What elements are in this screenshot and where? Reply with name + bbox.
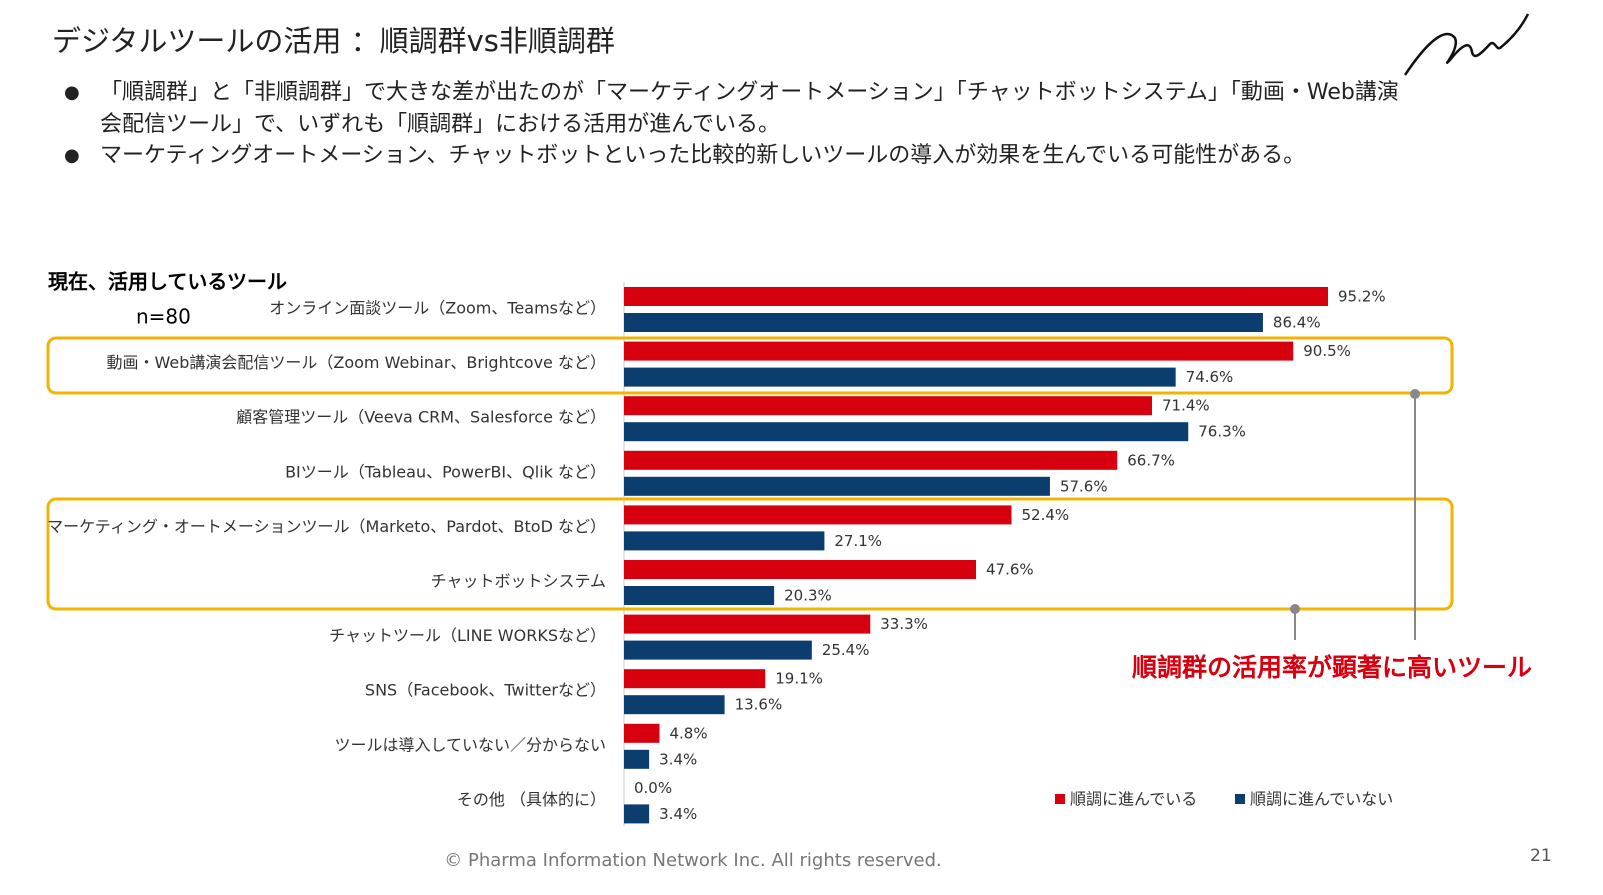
- value-label: 47.6%: [986, 561, 1034, 579]
- value-label: 0.0%: [634, 779, 672, 797]
- category-label: その他 （具体的に）: [457, 790, 606, 809]
- value-label: 13.6%: [735, 696, 783, 714]
- category-label: チャットツール（LINE WORKSなど）: [329, 626, 606, 645]
- value-label: 90.5%: [1303, 342, 1351, 360]
- page-number: 21: [1530, 846, 1552, 866]
- value-label: 25.4%: [822, 641, 870, 659]
- bullet-text: 「順調群」と「非順調群」で大きな差が出たのが「マーケティングオートメーション」「…: [100, 80, 1399, 137]
- connector-dot: [1290, 604, 1300, 614]
- copyright: © Pharma Information Network Inc. All ri…: [444, 850, 942, 871]
- bar: [624, 476, 1050, 496]
- bar: [624, 695, 725, 715]
- bar: [624, 505, 1012, 525]
- legend-label: 順調に進んでいる: [1070, 790, 1197, 809]
- value-label: 74.6%: [1186, 368, 1234, 386]
- category-label: SNS（Facebook、Twitterなど）: [365, 681, 606, 700]
- value-label: 19.1%: [775, 670, 823, 688]
- chart-subtitle: n=80: [136, 305, 191, 329]
- bar: [624, 396, 1153, 416]
- category-label: オンライン面談ツール（Zoom、Teamsなど）: [269, 299, 606, 318]
- bullet-text: マーケティングオートメーション、チャットボットといった比較的新しいツールの導入が…: [100, 143, 1306, 168]
- slide-title: デジタルツールの活用 ：順調群vs非順調群: [52, 24, 615, 58]
- bar: [624, 341, 1294, 361]
- value-label: 76.3%: [1198, 423, 1246, 441]
- value-label: 3.4%: [659, 750, 697, 768]
- bar: [624, 723, 660, 743]
- bar: [624, 531, 825, 551]
- category-label: チャットボットシステム: [431, 572, 606, 591]
- value-label: 4.8%: [669, 724, 707, 742]
- category-label: 顧客管理ツール（Veeva CRM、Salesforce など）: [236, 408, 606, 427]
- value-label: 86.4%: [1273, 314, 1321, 332]
- bullet-dot: ●: [64, 82, 80, 103]
- legend-swatch: [1055, 794, 1065, 804]
- category-label: マーケティング・オートメーションツール（Marketo、Pardot、BtoD …: [47, 517, 606, 536]
- value-label: 66.7%: [1127, 451, 1175, 469]
- bar: [624, 640, 812, 660]
- bar: [624, 287, 1329, 306]
- value-label: 33.3%: [880, 615, 928, 633]
- bar: [624, 614, 871, 634]
- value-label: 52.4%: [1021, 506, 1069, 524]
- bullet-dot: ●: [64, 145, 80, 166]
- value-label: 95.2%: [1338, 288, 1386, 306]
- connector-dot: [1410, 389, 1420, 399]
- legend-label: 順調に進んでいない: [1250, 790, 1393, 809]
- bar: [624, 313, 1263, 332]
- value-label: 57.6%: [1060, 477, 1108, 495]
- chart-title: 現在、活用しているツール: [48, 270, 287, 294]
- highlight-box: [46, 497, 1454, 611]
- bar: [624, 586, 775, 605]
- value-label: 20.3%: [784, 587, 832, 605]
- annotation: 順調群の活用率が顕著に高いツール: [1132, 653, 1532, 682]
- bar: [624, 450, 1118, 470]
- bar: [624, 804, 650, 824]
- bar: [624, 422, 1189, 442]
- bar: [624, 560, 977, 579]
- value-label: 71.4%: [1162, 397, 1210, 415]
- category-label: ツールは導入していない／分からない: [334, 735, 606, 754]
- highlight-box: [46, 336, 1454, 395]
- bar: [624, 749, 650, 769]
- legend-swatch: [1235, 794, 1245, 804]
- category-label: BIツール（Tableau、PowerBI、Qlik など）: [285, 462, 606, 481]
- value-label: 3.4%: [659, 805, 697, 823]
- bar: [624, 669, 766, 689]
- category-label: 動画・Web講演会配信ツール（Zoom Webinar、Brightcove な…: [106, 353, 606, 372]
- logo: [1403, 13, 1530, 76]
- bar: [624, 367, 1176, 387]
- value-label: 27.1%: [834, 532, 882, 550]
